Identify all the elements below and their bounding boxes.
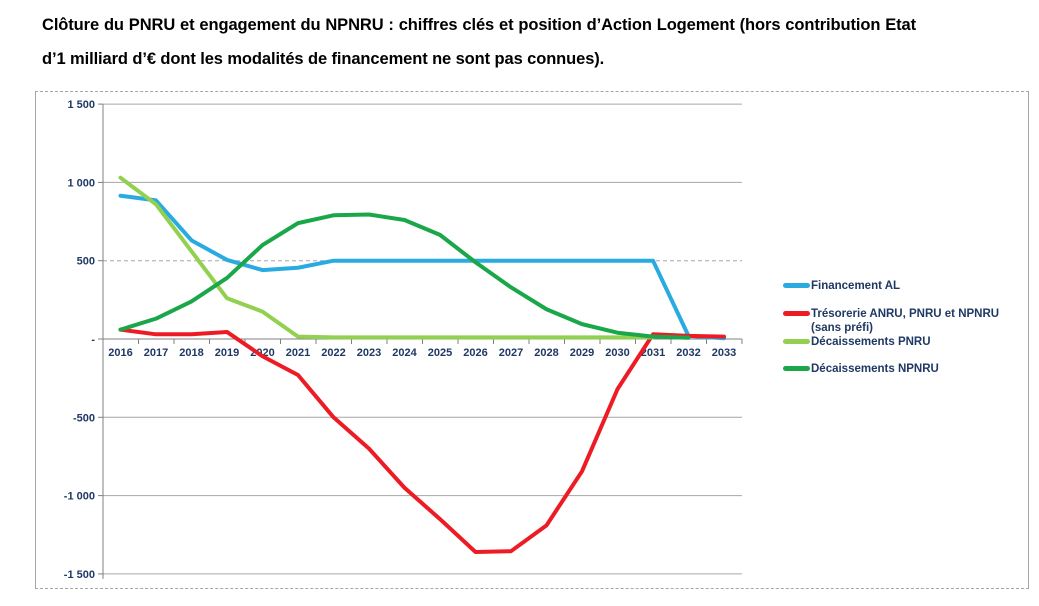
- x-axis-label: 2019: [215, 347, 239, 359]
- y-axis-label: 500: [77, 256, 95, 268]
- x-axis-label: 2032: [676, 347, 700, 359]
- y-axis-label: -: [91, 334, 95, 346]
- y-axis-label: -1 000: [64, 491, 95, 503]
- y-axis-label: 1 500: [67, 99, 95, 111]
- chart-frame: 1 500 1 000 500 - -500 -1 000 -1 500 2016 2017 20…: [35, 91, 1029, 589]
- x-axis-label: 2027: [499, 347, 523, 359]
- plot-area: 1 500 1 000 500 - -500 -1 000 -1 500 2016 2017 20…: [64, 99, 743, 581]
- x-axis-label: 2030: [605, 347, 629, 359]
- series-line-financement-al: [118, 193, 726, 341]
- x-axis-label: 2024: [392, 347, 417, 359]
- series-line-tresorerie-anru-pnru-npnru: [118, 327, 726, 554]
- y-axis-label: 1 000: [67, 177, 95, 189]
- x-axis-label: 2031: [641, 347, 665, 359]
- x-axis-label: 2029: [570, 347, 594, 359]
- x-axis-label: 2022: [321, 347, 345, 359]
- y-axis-label: -500: [73, 412, 95, 424]
- x-axis-label: 2023: [357, 347, 381, 359]
- y-axis-label: -1 500: [64, 569, 95, 581]
- x-axis-label: 2033: [712, 347, 736, 359]
- series-line-decaissements-pnru: [118, 175, 655, 340]
- x-axis-label: 2017: [144, 347, 168, 359]
- series-line-decaissements-npnru: [118, 212, 691, 340]
- chart-title: Clôture du PNRU et engagement du NPNRU :…: [42, 16, 916, 68]
- x-axis-label: 2025: [428, 347, 452, 359]
- x-axis-label: 2016: [108, 347, 132, 359]
- x-axis-label: 2028: [534, 347, 558, 359]
- x-axis-label: 2021: [286, 347, 310, 359]
- x-axis-label: 2026: [463, 347, 487, 359]
- x-axis-label: 2018: [179, 347, 203, 359]
